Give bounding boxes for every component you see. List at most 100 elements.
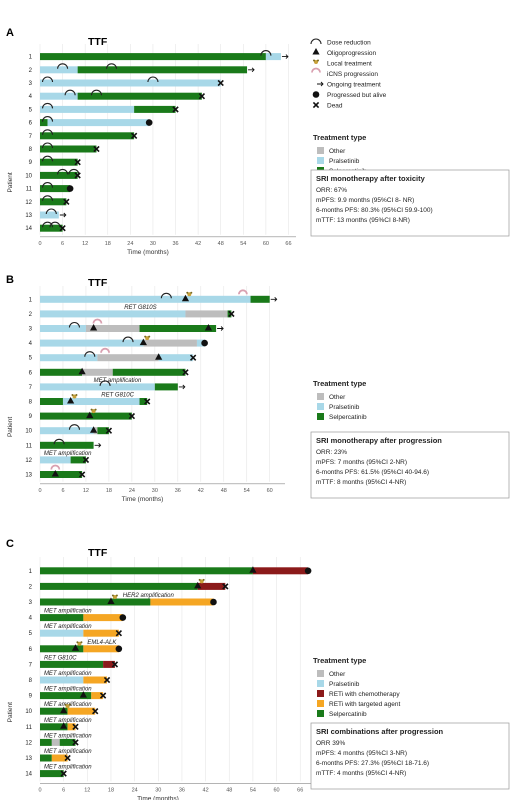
local-treatment-icon [76, 641, 83, 646]
patient-id-label: 11 [26, 187, 33, 193]
dead-cross-icon [60, 770, 67, 777]
mutation-annotation: RET G810C [101, 393, 134, 399]
mutation-annotation: MET amplification [44, 671, 92, 677]
oligoprogression-icon [60, 722, 68, 729]
x-tick-label: 0 [38, 241, 41, 247]
dose-reduction-icon [90, 89, 103, 96]
dose-reduction-icon [45, 208, 57, 215]
bar-segment-selpercatinib [40, 471, 83, 478]
patient-id-label: 9 [29, 694, 33, 700]
dose-reduction-icon [41, 182, 54, 188]
oligoprogression-icon [89, 426, 98, 433]
legend-label: RETi with targeted agent [329, 701, 400, 708]
local-treatment-dot [314, 60, 318, 64]
legend-label: Selpercatinib [329, 414, 367, 421]
icns-progression-icon [92, 318, 103, 324]
x-tick-label: 18 [106, 488, 112, 494]
dead-cross-icon [92, 708, 99, 715]
x-tick-label: 24 [129, 488, 135, 494]
bar-segment-selpercatinib [40, 119, 48, 127]
bar-segment-reti_targeted [83, 614, 123, 622]
bar-segment-selpercatinib [112, 368, 186, 376]
x-tick-label: 48 [226, 787, 232, 793]
x-tick-label: 18 [108, 787, 114, 793]
patient-id-label: 8 [29, 147, 33, 153]
local-treatment-dot [77, 641, 82, 646]
dead-cross-icon [103, 676, 111, 684]
summary-box-title: SRI monotherapy after progression [316, 436, 442, 445]
progressed-alive-icon [201, 339, 208, 347]
oligoprogression-icon [249, 566, 257, 573]
patient-id-label: 7 [29, 385, 33, 391]
legend-label: Selpercatinib [329, 711, 367, 718]
bar-segment-reti_chemo [197, 582, 226, 590]
summary-box-line: mTTF: 8 months (95%CI 4-NR) [316, 479, 406, 486]
bar-segment-pralsetinib [40, 629, 84, 637]
bar-segment-other [51, 738, 60, 746]
legend-swatch-reti_chemo [317, 690, 324, 697]
patient-id-label: 1 [29, 297, 33, 303]
patient-id-label: 4 [29, 341, 33, 347]
legend-swatch-pralsetinib [317, 680, 324, 687]
dose-reduction-icon [122, 336, 134, 343]
oligoprogression-icon [155, 353, 163, 360]
dose-reduction-icon [68, 168, 80, 175]
local-treatment-icon [71, 394, 78, 399]
bar-segment-selpercatinib [40, 441, 94, 449]
dead-cross-icon [99, 692, 107, 699]
bar-segment-selpercatinib [59, 738, 76, 746]
x-tick-label: 54 [244, 488, 250, 494]
local-treatment-dot [198, 578, 201, 581]
mutation-annotation: HER2 amplification [123, 593, 175, 599]
legend-swatch-reti_targeted [317, 700, 324, 707]
patient-id-label: 6 [29, 121, 33, 127]
x-tick-label: 6 [61, 488, 64, 494]
dose-reduction-icon [99, 380, 111, 386]
patient-id-label: 2 [29, 584, 33, 590]
dead-cross-icon [115, 630, 123, 637]
bar-segment-selpercatinib [40, 614, 84, 622]
progressed-alive-icon [119, 614, 127, 621]
x-tick-label: 30 [155, 787, 161, 793]
local-treatment-dot [313, 59, 315, 62]
oligoprogression-icon [312, 48, 320, 55]
oligoprogression-icon [139, 338, 147, 346]
panel-title: TTF [88, 36, 108, 48]
dead-cross-icon [182, 369, 189, 376]
local-treatment-icon [111, 594, 118, 599]
y-axis-label: Patient [7, 172, 14, 192]
icns-progression-icon [100, 347, 110, 353]
ongoing-arrow-icon [59, 212, 67, 218]
local-treatment-icon [90, 408, 97, 414]
patient-id-label: 5 [29, 107, 33, 113]
bar-segment-selpercatinib [40, 738, 52, 746]
event-legend-label: Progressed but alive [327, 92, 387, 99]
dead-cross-icon [228, 310, 235, 318]
patient-id-label: 8 [29, 400, 33, 406]
treatment-legend-title: Treatment type [313, 656, 366, 665]
dead-cross-icon [72, 723, 79, 730]
mutation-annotation: MET amplification [44, 451, 92, 457]
bar-segment-pralsetinib [40, 427, 94, 435]
legend-label: Other [329, 148, 346, 155]
y-axis-label: Patient [7, 702, 14, 722]
bar-segment-pralsetinib [196, 339, 205, 347]
bar-segment-reti_targeted [67, 723, 76, 731]
local-treatment-dot [65, 704, 70, 709]
patient-id-label: 10 [25, 709, 32, 715]
dead-cross-icon [82, 456, 90, 464]
dead-cross-icon [74, 159, 81, 166]
event-legend-label: Dose reduction [327, 40, 371, 47]
panel-title: TTF [88, 547, 108, 559]
icns-progression-icon [50, 464, 61, 470]
dose-reduction-icon [41, 221, 54, 228]
bar-segment-pralsetinib [40, 105, 135, 113]
dose-reduction-icon [41, 76, 54, 83]
dose-reduction-icon [49, 221, 61, 228]
bar-segment-selpercatinib [40, 723, 68, 731]
patient-id-label: 11 [26, 725, 33, 731]
local-treatment-icon [64, 703, 71, 709]
bar-segment-selpercatinib [227, 310, 232, 318]
progressed-alive-icon [115, 645, 123, 653]
legend-label: Pralsetinib [329, 158, 360, 165]
